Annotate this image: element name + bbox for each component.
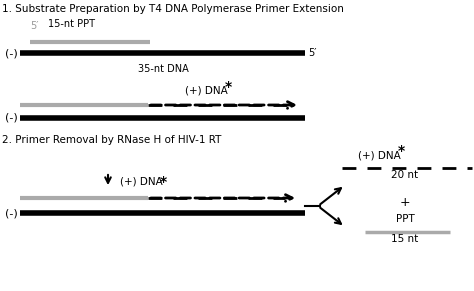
Text: 1. Substrate Preparation by T4 DNA Polymerase Primer Extension: 1. Substrate Preparation by T4 DNA Polym… <box>2 4 344 14</box>
Text: 15 nt: 15 nt <box>392 234 419 244</box>
Text: (+) DNA: (+) DNA <box>358 150 401 160</box>
Text: +: + <box>400 196 410 209</box>
Text: *: * <box>225 80 232 94</box>
Text: 35-nt DNA: 35-nt DNA <box>137 64 188 74</box>
Text: 5′: 5′ <box>308 48 317 58</box>
Text: (-): (-) <box>5 113 18 123</box>
Text: 2. Primer Removal by RNase H of HIV-1 RT: 2. Primer Removal by RNase H of HIV-1 RT <box>2 135 221 145</box>
Text: 15-nt PPT: 15-nt PPT <box>48 19 95 29</box>
Text: PPT: PPT <box>396 214 414 224</box>
Text: *: * <box>160 175 167 189</box>
Text: (+) DNA: (+) DNA <box>185 86 228 96</box>
Text: (-): (-) <box>5 48 18 58</box>
Text: 20 nt: 20 nt <box>392 170 419 180</box>
Text: 5′: 5′ <box>30 21 38 31</box>
Text: (+) DNA: (+) DNA <box>120 177 163 187</box>
Text: *: * <box>398 144 405 158</box>
Text: (-): (-) <box>5 208 18 218</box>
